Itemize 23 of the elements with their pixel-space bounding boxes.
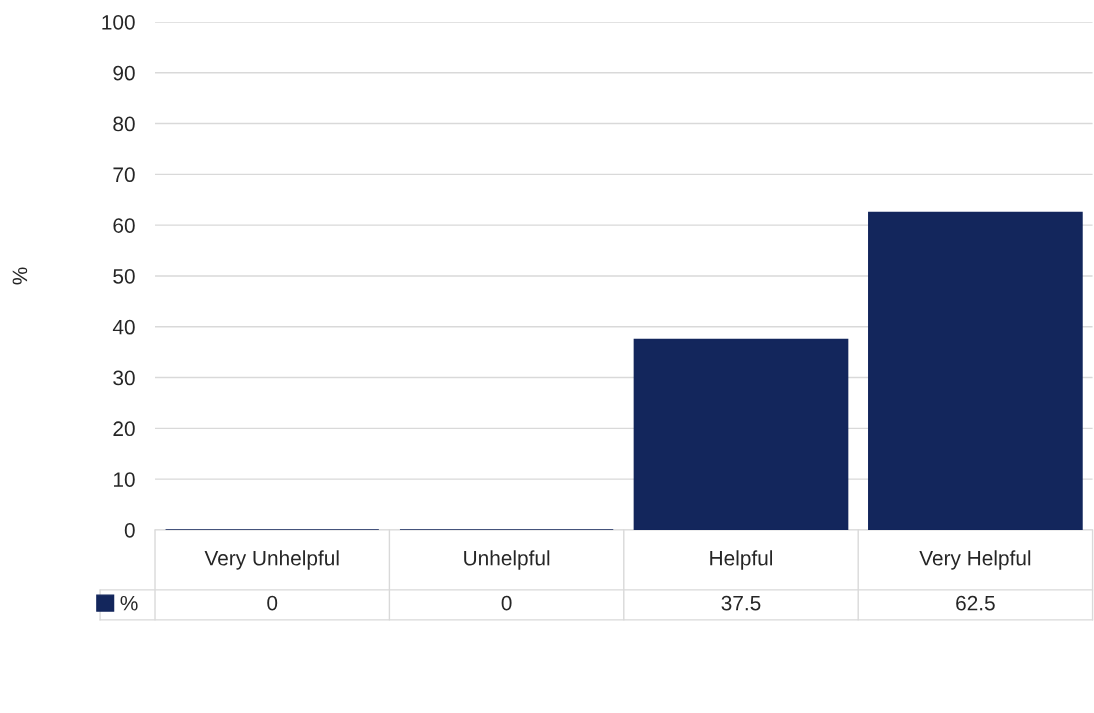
- data-label: 0: [267, 595, 278, 611]
- y-tick-label: 60: [113, 218, 135, 233]
- y-tick-label: 100: [102, 14, 135, 30]
- legend-label: %: [120, 595, 138, 611]
- y-tick-label: 40: [112, 319, 135, 335]
- y-axis-title: %: [12, 267, 28, 285]
- x-tick-label: Very Helpful: [919, 550, 1031, 570]
- y-tick-label: 10: [113, 472, 135, 487]
- y-tick-label: 0: [124, 522, 135, 538]
- y-tick-label: 90: [113, 65, 135, 81]
- x-tick-label: Unhelpful: [464, 550, 550, 570]
- data-label: 62.5: [956, 595, 995, 611]
- y-tick-label: 70: [113, 167, 135, 183]
- bar: [633, 338, 849, 530]
- bar: [868, 211, 1083, 530]
- x-tick-label: Very Unhelpful: [204, 550, 339, 570]
- x-tick-label: Helpful: [710, 550, 773, 570]
- data-label: 0: [501, 595, 512, 611]
- y-tick-label: 30: [113, 370, 135, 386]
- y-tick-label: 20: [113, 421, 135, 437]
- y-tick-label: 80: [113, 116, 135, 132]
- data-label: 37.5: [721, 595, 761, 611]
- y-tick-label: 50: [113, 268, 135, 284]
